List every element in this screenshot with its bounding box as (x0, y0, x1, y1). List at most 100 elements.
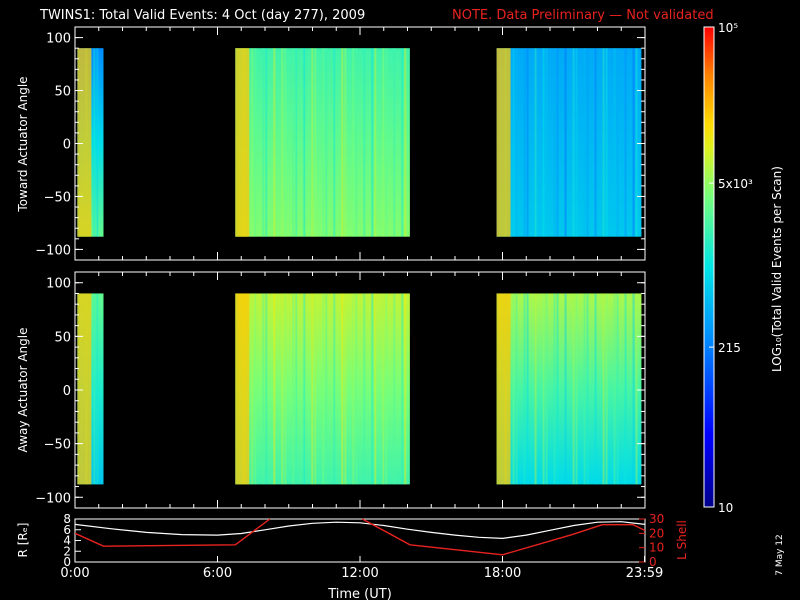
heatmap-streak (523, 293, 526, 485)
radius-tick-label: 6 (63, 523, 71, 537)
heatmap-streak (572, 293, 575, 485)
heatmap-streak (572, 48, 575, 237)
heatmap-block (235, 48, 410, 237)
heatmap-streak (523, 48, 526, 237)
time-tick-label: 0:00 (60, 566, 89, 581)
heatmap-streak (292, 293, 295, 485)
y-tick-label: −50 (44, 190, 71, 205)
heatmap-streak (583, 48, 586, 237)
heatmap-streak (542, 48, 545, 237)
heatmap-streak (352, 293, 355, 485)
heatmap-streak (556, 48, 559, 237)
heatmap-streak (363, 293, 366, 485)
heatmap-streak (401, 293, 404, 485)
colorbar (703, 26, 715, 508)
heatmap-streak (295, 48, 298, 237)
toward-angle-label: Toward Actuator Angle (16, 76, 30, 212)
heatmap-streak (512, 293, 515, 485)
radius-tick-label: 0 (63, 555, 71, 569)
heatmap-streak (512, 48, 515, 237)
colorbar-tick-label: 10 (718, 501, 733, 515)
heatmap-streak (632, 48, 635, 237)
heatmap-streak (284, 293, 287, 485)
heatmap-streak (575, 293, 578, 485)
heatmap-streak (96, 48, 99, 237)
heatmap-streak (385, 48, 388, 237)
heatmap-streak (635, 293, 638, 485)
heatmap-streak (556, 293, 559, 485)
radius-tick-label: 4 (63, 534, 71, 548)
heatmap-streak (624, 293, 627, 485)
y-tick-label: 100 (46, 32, 71, 47)
heatmap-streak (96, 293, 99, 485)
heatmap-streak (322, 48, 325, 237)
heatmap-streak (355, 293, 358, 485)
heatmap-streak (404, 293, 407, 485)
time-tick-label: 18:00 (484, 566, 521, 581)
lshell-tick-label: 20 (649, 526, 664, 540)
lshell-tick-label: 0 (649, 555, 657, 569)
heatmap-streak (586, 48, 589, 237)
plot-title: TWINS1: Total Valid Events: 4 Oct (day 2… (40, 8, 366, 23)
heatmap-streak (575, 48, 578, 237)
heatmap-streak (292, 48, 295, 237)
y-tick-label: −100 (35, 243, 71, 258)
heatmap-streak (371, 293, 374, 485)
heatmap-streak (333, 48, 336, 237)
heatmap-streak (382, 48, 385, 237)
lshell-tick-label: 30 (649, 512, 664, 526)
y-tick-label: −50 (44, 438, 71, 453)
heatmap-streak (632, 293, 635, 485)
lshell-label: L Shell (675, 520, 689, 560)
heatmap-streak (613, 48, 616, 237)
heatmap-streak (281, 293, 284, 485)
heatmap-streak (262, 293, 265, 485)
lshell-line (362, 518, 645, 556)
heatmap-streak (265, 293, 268, 485)
heatmap-block (496, 48, 642, 237)
time-tick-label: 12:00 (341, 566, 378, 581)
colorbar-tick-label: 215 (718, 341, 741, 355)
heatmap-block (496, 293, 642, 485)
heatmap-streak (605, 48, 608, 237)
heatmap-streak (534, 293, 537, 485)
y-tick-label: 100 (46, 277, 71, 292)
heatmap-streak (542, 293, 545, 485)
heatmap-streak (515, 293, 518, 485)
heatmap-streak (273, 293, 276, 485)
heatmap-streak (553, 48, 556, 237)
heatmap-streak (605, 293, 608, 485)
heatmap-streak (594, 293, 597, 485)
heatmap-streak (602, 48, 605, 237)
heatmap-streak (273, 48, 276, 237)
heatmap-streak (352, 48, 355, 237)
heatmap-edge (235, 48, 250, 237)
y-tick-label: 50 (54, 85, 71, 100)
colorbar-tick-label: 10⁵ (718, 21, 738, 35)
heatmap-streak (564, 293, 567, 485)
heatmap-streak (564, 48, 567, 237)
heatmap-streak (363, 48, 366, 237)
time-axis-label: Time (UT) (327, 587, 392, 600)
heatmap-streak (635, 48, 638, 237)
heatmap-streak (93, 48, 96, 237)
heatmap-streak (401, 48, 404, 237)
heatmap-streak (553, 293, 556, 485)
radius-line (74, 521, 646, 540)
heatmap-streak (534, 48, 537, 237)
heatmap-streak (602, 293, 605, 485)
heatmap-streak (583, 293, 586, 485)
heatmap-streak (616, 48, 619, 237)
heatmap-edge (77, 293, 92, 485)
heatmap-block (235, 293, 410, 485)
heatmap-streak (613, 293, 616, 485)
heatmap-streak (254, 48, 257, 237)
heatmap-streak (325, 293, 328, 485)
heatmap-streak (385, 293, 388, 485)
away-angle-label: Away Actuator Angle (16, 327, 30, 453)
heatmap-streak (303, 48, 306, 237)
heatmap-streak (586, 293, 589, 485)
heatmap-streak (322, 293, 325, 485)
heatmap-streak (616, 293, 619, 485)
